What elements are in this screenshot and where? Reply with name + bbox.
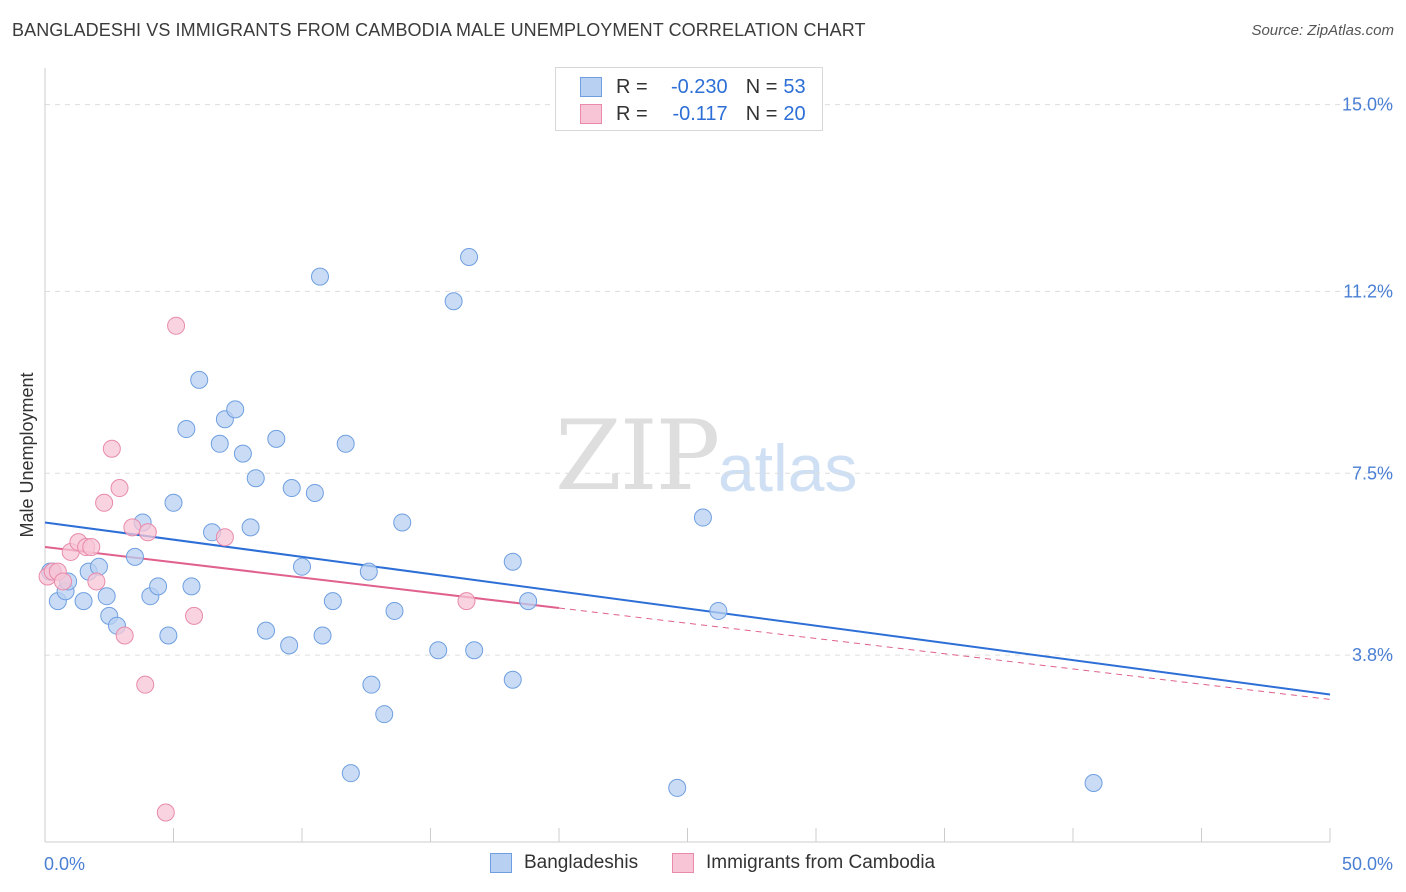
bangladeshi-point: [125, 547, 144, 566]
cambodia-point: [95, 493, 114, 512]
axis-labels: 3.8% 7.5% 11.2% 15.0% 0.0% 50.0% Male Unemploy…: [17, 95, 1393, 874]
data-points: [38, 247, 1103, 822]
legend-label: Bangladeshis: [524, 852, 639, 873]
bangladeshi-point: [503, 670, 522, 689]
correlation-legend: R = -0.230 N = 53 R = -0.117 N = 20: [555, 67, 823, 131]
bangladeshi-point: [282, 479, 301, 498]
cambodia-point: [102, 439, 121, 458]
legend-r-label: R =: [616, 75, 648, 98]
bangladeshi-point: [1084, 774, 1103, 793]
bangladeshi-point: [305, 483, 324, 502]
bangladeshi-point: [257, 621, 276, 640]
cambodia-point: [167, 316, 186, 335]
watermark-atlas: atlas: [718, 431, 858, 505]
bangladeshi-point: [182, 577, 201, 596]
x-tick-label: 0.0%: [44, 854, 85, 874]
bangladeshi-point: [444, 292, 463, 311]
legend-item-cambodia[interactable]: Immigrants from Cambodia: [672, 852, 935, 874]
cambodia-point: [82, 538, 101, 557]
y-tick-label: 11.2%: [1343, 281, 1393, 301]
legend-r-value: -0.117: [672, 102, 728, 125]
chart-title: BANGLADESHI VS IMMIGRANTS FROM CAMBODIA …: [12, 20, 866, 40]
trend-line: [44, 521, 1331, 696]
legend-item-bangladeshis[interactable]: Bangladeshis: [490, 852, 638, 874]
bangladeshi-point: [313, 626, 332, 645]
cambodia-point: [156, 803, 175, 822]
bangladeshi-point: [164, 493, 183, 512]
legend-swatch-pink: [672, 853, 694, 873]
bangladeshi-point: [668, 778, 687, 797]
bangladeshi-point: [241, 518, 260, 537]
bangladeshi-point: [519, 592, 538, 611]
bangladeshi-point: [210, 434, 229, 453]
source-label: Source: ZipAtlas.com: [1251, 22, 1394, 39]
bangladeshi-point: [89, 557, 108, 576]
bangladeshi-point: [385, 601, 404, 620]
cambodia-point: [457, 592, 476, 611]
bangladeshi-point: [149, 577, 168, 596]
bangladeshi-point: [159, 626, 178, 645]
y-tick-label: 3.8%: [1352, 645, 1393, 665]
bangladeshi-point: [460, 247, 479, 266]
cambodia-point: [87, 572, 106, 591]
bangladeshi-point: [246, 469, 265, 488]
axes: [44, 68, 1331, 843]
legend-n-label: N =: [745, 102, 778, 125]
bangladeshi-point: [74, 592, 93, 611]
bangladeshi-point: [97, 587, 116, 606]
bangladeshi-point: [323, 592, 342, 611]
bangladeshi-point: [233, 444, 252, 463]
bangladeshi-point: [359, 562, 378, 581]
bangladeshi-point: [362, 675, 381, 694]
bangladeshi-point: [190, 370, 209, 389]
bangladeshi-point: [709, 601, 728, 620]
trend-lines: [44, 521, 1331, 700]
bangladeshi-point: [336, 434, 355, 453]
cambodia-point: [110, 479, 129, 498]
y-axis-label: Male Unemployment: [17, 372, 37, 537]
legend-n-value: 53: [783, 75, 806, 98]
watermark-zip: ZIP: [555, 400, 720, 512]
y-tick-label: 7.5%: [1352, 463, 1393, 483]
legend-r-value: -0.230: [670, 75, 728, 98]
cambodia-point: [115, 626, 134, 645]
bangladeshi-point: [226, 400, 245, 419]
series-legend: Bangladeshis Immigrants from Cambodia: [0, 852, 1406, 878]
x-tick-label: 50.0%: [1342, 854, 1393, 874]
bangladeshi-point: [465, 641, 484, 660]
legend-row-cambodia: R = -0.117 N = 20: [580, 103, 806, 125]
bangladeshi-point: [375, 705, 394, 724]
legend-r-label: R =: [616, 102, 648, 125]
bangladeshi-point: [310, 267, 329, 286]
bangladeshi-point: [393, 513, 412, 532]
bangladeshi-point: [429, 641, 448, 660]
bangladeshi-point: [267, 429, 286, 448]
legend-swatch-blue: [490, 853, 512, 873]
cambodia-point: [53, 572, 72, 591]
legend-row-bangladeshis: R = -0.230 N = 53: [580, 76, 806, 98]
legend-n-value: 20: [783, 102, 806, 125]
cambodia-point: [123, 518, 142, 537]
bangladeshi-point: [341, 764, 360, 783]
bangladeshi-point: [293, 557, 311, 576]
grid-lines: [45, 104, 1395, 656]
y-tick-label: 15.0%: [1342, 95, 1393, 115]
bangladeshi-point: [693, 508, 712, 527]
bangladeshi-point: [280, 636, 299, 655]
cambodia-point: [138, 523, 157, 542]
legend-swatch-blue: [580, 77, 602, 97]
cambodia-point: [185, 606, 204, 625]
bangladeshi-point: [503, 552, 522, 571]
bangladeshi-point: [177, 420, 196, 439]
cambodia-point: [215, 528, 234, 547]
cambodia-point: [136, 675, 155, 694]
trend-line-extension: [558, 607, 1331, 700]
legend-swatch-pink: [580, 104, 602, 124]
legend-n-label: N =: [745, 75, 778, 98]
legend-label: Immigrants from Cambodia: [706, 852, 936, 873]
